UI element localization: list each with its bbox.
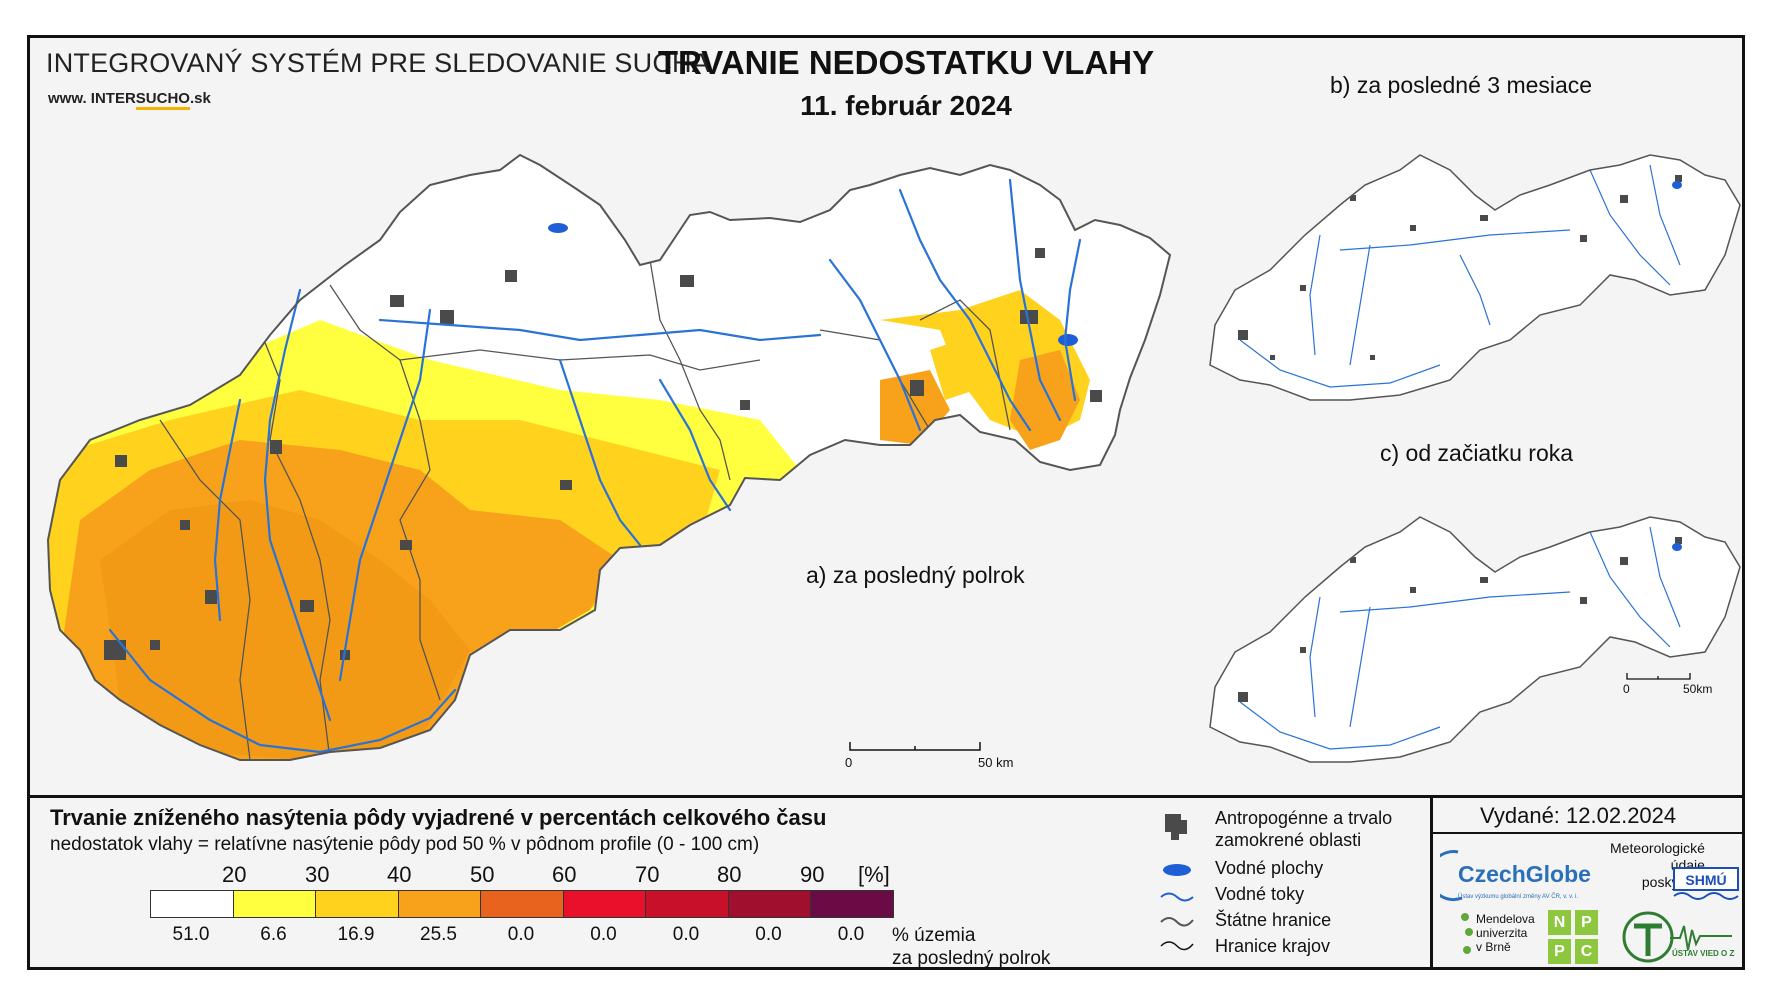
czechglobe-subtext: Ústav výzkumu globální změny AV ČR, v. v…: [1458, 893, 1578, 900]
shmu-logo: SHMÚ: [1673, 867, 1739, 900]
scale-end: 50 km: [978, 755, 1014, 770]
legend-color-class: [397, 890, 481, 918]
legend-state-border: Štátne hranice: [1215, 910, 1332, 930]
small-scale-bar: [1626, 673, 1691, 680]
break-label: 60: [552, 862, 577, 887]
break-label: 30: [305, 862, 330, 887]
small-scale-start: 0: [1623, 682, 1630, 696]
symbol-icons: [1160, 814, 1194, 951]
divider: [1430, 832, 1745, 834]
legend-region-border: Hranice krajov: [1215, 936, 1331, 956]
main-map: [46, 153, 1741, 763]
caption-3-months: b) za posledné 3 mesiace: [1330, 72, 1593, 98]
legend-class-percent: 0.0: [590, 924, 617, 945]
main-scale-bar: [849, 742, 981, 751]
legend-color-class: [150, 890, 234, 918]
legend-class-percent: 16.9: [337, 924, 375, 945]
break-label: 80: [717, 862, 742, 887]
uvz-logo: ÚSTAV VIED O ZEMI: [1622, 911, 1735, 963]
svg-text:SHMÚ: SHMÚ: [1685, 871, 1726, 888]
small-scale-end: 50km: [1683, 682, 1713, 696]
break-label: 90: [800, 862, 825, 887]
legend-class-percent: 25.5: [420, 924, 457, 945]
legend-water-bodies: Vodné plochy: [1215, 858, 1324, 878]
divider: [1430, 798, 1433, 970]
legend-class-percent: 0.0: [755, 924, 782, 945]
system-name: INTEGROVANÝ SYSTÉM PRE SLEDOVANIE SUCHA: [46, 48, 710, 78]
river-icon: [1160, 892, 1194, 902]
state-border-icon: [1160, 917, 1194, 927]
caption-half-year: a) za posledný polrok: [806, 562, 1025, 588]
caption-year-start: c) od začiatku roka: [1380, 440, 1574, 466]
legend-class-percent: 51.0: [172, 924, 210, 945]
legend-color-class: [727, 890, 811, 918]
czechglobe-text: CzechGlobe: [1458, 861, 1591, 887]
mendel-university-logo: Mendelova univerzita v Brně: [1476, 912, 1535, 954]
scale-start: 0: [845, 755, 853, 770]
legend-color-class: [645, 890, 729, 918]
legend-color-class: [232, 890, 316, 918]
legend-subtitle: nedostatok vlahy = relatívne nasýtenie p…: [50, 834, 760, 855]
urban-area-icon: [1165, 814, 1187, 840]
small-map-year-start: [1209, 516, 1741, 763]
legend-color-class: [315, 890, 399, 918]
legend-anthropogenic: Antropogénne a trvalo: [1215, 808, 1393, 828]
small-map-3months: [1209, 154, 1741, 401]
legend-title: Trvanie zníženého nasýtenia pôdy vyjadre…: [50, 805, 827, 830]
region-border-icon: [1160, 941, 1194, 951]
percent-caption: % územia za posledný polrok: [892, 925, 1051, 969]
break-label: 70: [635, 862, 660, 887]
map-date: 11. február 2024: [800, 90, 1012, 121]
legend-class-percent: 0.0: [672, 924, 700, 945]
break-label: 40: [387, 862, 412, 887]
unit-label: [%]: [858, 862, 890, 887]
legend-class-percent: 6.6: [260, 924, 287, 945]
break-label: 20: [222, 862, 247, 887]
legend-color-class: [810, 890, 894, 918]
break-label: 50: [470, 862, 495, 887]
legend-class-percent: 0.0: [507, 924, 535, 945]
czechglobe-logo: CzechGlobe Ústav výzkumu globální změny …: [1428, 840, 1602, 910]
issued-date: Vydané: 12.02.2024: [1480, 803, 1677, 828]
website-url[interactable]: www. INTERSUCHO.sk: [48, 90, 211, 110]
legend-class-percent: 0.0: [837, 924, 865, 945]
water-body-icon: [1163, 864, 1191, 876]
legend-anthropogenic-2: zamokrené oblasti: [1215, 830, 1362, 850]
legend-color-class: [480, 890, 564, 918]
svg-text:ÚSTAV VIED O ZEMI: ÚSTAV VIED O ZEMI: [1672, 949, 1735, 958]
nppc-logo: N P P C: [1548, 910, 1598, 964]
legend-color-class: [562, 890, 646, 918]
map-title: TRVANIE NEDOSTATKU VLAHY: [657, 44, 1155, 81]
legend-panel: [27, 795, 1745, 970]
legend-rivers: Vodné toky: [1215, 884, 1305, 904]
mendel-dots-icon: [1461, 913, 1473, 954]
